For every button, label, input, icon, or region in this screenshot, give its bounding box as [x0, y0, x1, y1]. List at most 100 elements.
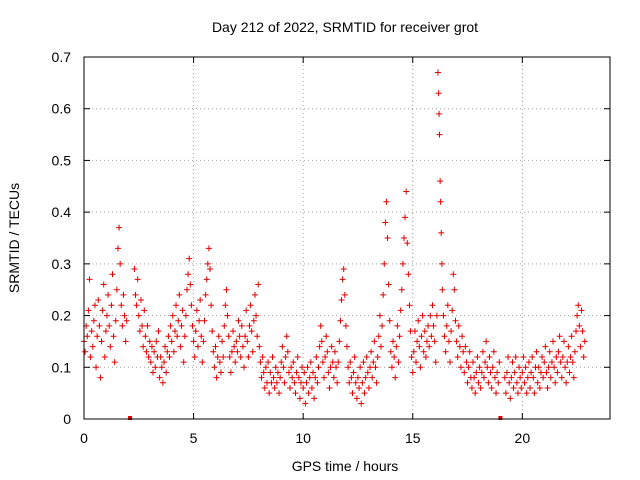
data-point: [441, 333, 448, 340]
data-point: [201, 317, 208, 324]
data-point: [353, 395, 360, 402]
data-point: [361, 390, 368, 397]
data-point: [466, 348, 473, 355]
data-point: [580, 353, 587, 360]
plot-frame: [83, 56, 611, 420]
data-point: [270, 374, 277, 381]
data-point: [266, 390, 273, 397]
data-point: [547, 374, 554, 381]
data-point: [88, 328, 95, 335]
data-point: [330, 374, 337, 381]
data-point: [502, 390, 509, 397]
data-point: [274, 369, 281, 376]
data-point: [427, 312, 434, 319]
data-point: [306, 374, 313, 381]
data-point: [495, 379, 502, 386]
data-point: [391, 353, 398, 360]
data-point: [235, 317, 242, 324]
data-point: [531, 390, 538, 397]
data-point: [516, 364, 523, 371]
data-point: [140, 343, 147, 350]
data-point: [552, 379, 559, 386]
data-point: [164, 348, 171, 355]
data-point: [200, 338, 207, 345]
data-point: [510, 384, 517, 391]
data-point: [190, 338, 197, 345]
data-point: [420, 348, 427, 355]
data-point: [319, 359, 326, 366]
data-point: [435, 90, 442, 97]
data-point: [579, 328, 586, 335]
data-point: [182, 312, 189, 319]
data-point: [357, 364, 364, 371]
data-point: [110, 333, 117, 340]
data-point: [517, 374, 524, 381]
data-point: [372, 364, 379, 371]
data-point: [151, 348, 158, 355]
data-point: [314, 379, 321, 386]
data-point: [260, 369, 267, 376]
data-point: [87, 353, 94, 360]
data-point: [508, 374, 515, 381]
data-point: [226, 353, 233, 360]
data-point: [100, 281, 107, 288]
data-point: [310, 369, 317, 376]
data-point: [476, 364, 483, 371]
data-point: [577, 343, 584, 350]
data-point: [468, 384, 475, 391]
data-point: [442, 348, 449, 355]
data-point: [398, 286, 405, 293]
data-point: [167, 322, 174, 329]
data-point: [112, 317, 119, 324]
data-point: [283, 333, 290, 340]
data-point: [308, 384, 315, 391]
data-point: [523, 390, 530, 397]
data-point: [555, 348, 562, 355]
data-point: [204, 260, 211, 267]
data-point: [122, 338, 129, 345]
data-point: [534, 379, 541, 386]
data-point: [533, 348, 540, 355]
data-point: [289, 374, 296, 381]
data-point: [104, 312, 111, 319]
data-point: [223, 286, 230, 293]
x-tick-label: 10: [295, 430, 311, 446]
data-point: [300, 384, 307, 391]
data-point: [421, 328, 428, 335]
data-point: [188, 302, 195, 309]
data-point: [543, 369, 550, 376]
data-point: [558, 374, 565, 381]
data-point: [248, 328, 255, 335]
data-point: [342, 322, 349, 329]
data-point: [436, 110, 443, 117]
x-tick-label: 0: [80, 430, 88, 446]
data-point: [363, 353, 370, 360]
data-point: [163, 369, 170, 376]
data-point: [117, 260, 124, 267]
data-point: [198, 333, 205, 340]
data-point: [220, 353, 227, 360]
data-point: [535, 364, 542, 371]
data-point: [156, 374, 163, 381]
data-point: [141, 307, 148, 314]
data-point: [428, 333, 435, 340]
data-point: [459, 333, 466, 340]
data-point: [311, 395, 318, 402]
data-point: [227, 369, 234, 376]
data-point: [507, 395, 514, 402]
data-point: [265, 359, 272, 366]
data-point: [89, 343, 96, 350]
data-gap-markers: [128, 416, 503, 420]
data-point: [186, 255, 193, 262]
data-point: [331, 348, 338, 355]
data-point: [475, 379, 482, 386]
data-point: [118, 302, 125, 309]
data-point: [84, 333, 91, 340]
data-point: [437, 198, 444, 205]
data-point: [513, 379, 520, 386]
data-point: [524, 374, 531, 381]
data-point: [317, 322, 324, 329]
data-point: [94, 333, 101, 340]
data-point: [444, 302, 451, 309]
data-point: [463, 359, 470, 366]
